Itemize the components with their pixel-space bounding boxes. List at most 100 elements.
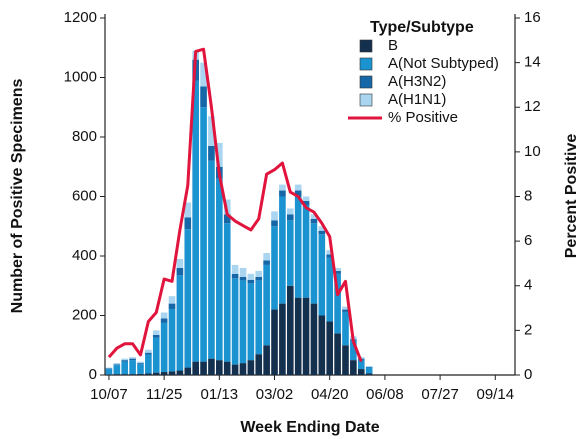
legend-swatch [359,93,373,107]
bar-segment [357,369,365,375]
bar-segment [350,340,357,361]
bar-segment [152,330,160,335]
bar-segment [121,361,129,375]
bar-segment [137,373,144,375]
bar-segment [342,345,349,375]
bar-segment [200,62,207,87]
bar-segment [152,334,160,338]
line [107,47,363,363]
bar-segment [200,107,207,362]
bar-segment [137,363,144,365]
bar-segment [334,267,341,271]
bar-segment [263,253,270,261]
bar-segment [294,297,302,375]
bar-segment [247,283,255,361]
bar-segment [310,214,318,219]
bar-segment [223,361,231,375]
bar-segment [239,280,247,364]
legend-label: A(H1N1) [388,91,446,108]
bar-segment [318,230,326,235]
bar-segment [318,234,326,316]
bar-segment [286,208,294,215]
bar-segment [294,184,302,191]
bar-segment [168,303,176,309]
bar-segment [231,264,239,274]
bar-segment [247,279,255,284]
y2-tick-label: 10 [524,143,541,160]
bar-segment [160,322,168,373]
bar-segment [342,306,349,310]
bar-segment [302,297,310,375]
bar-segment [216,178,223,361]
bar-segment [326,321,334,375]
legend-title: Type/Subtype [370,19,474,36]
bar-segment [263,345,270,375]
bar-segment [342,311,349,346]
bar-segment [255,270,263,277]
y-tick-label: 0 [89,366,97,383]
bar-segment [192,80,199,362]
bar-segment [192,361,199,375]
bar-segment [365,366,373,368]
bar-segment [310,223,318,304]
y-axis-title: Number of Positive Specimens [9,79,26,314]
bar-segment [357,359,365,370]
y-tick-label: 1200 [64,9,97,26]
x-tick-label: 11/25 [146,386,182,403]
x-tick-label: 04/20 [311,386,349,403]
bar-segment [318,226,326,231]
bar-segment [350,360,357,375]
bar-segment [239,267,247,277]
x-axis-title: Week Ending Date [240,419,379,436]
bar-segment [184,217,192,230]
bar-segment [137,361,144,364]
bar-segment [365,373,373,375]
bar-segment [176,267,184,276]
bar-segment [302,196,310,201]
y2-tick-label: 14 [524,54,541,71]
bar-segment [152,337,160,373]
bar-segment [231,278,239,365]
bar-segment [342,309,349,312]
bar-segment [176,258,184,268]
bar-segment [184,367,192,375]
bar-segment [271,211,278,221]
y2-tick-label: 8 [524,187,532,204]
bar-segment [129,374,136,375]
bar-segment [286,220,294,286]
legend-label: % Positive [388,109,458,126]
bar-segment [113,365,121,375]
bar-segment [279,184,286,191]
bar-segment [365,367,373,374]
bar-segment [145,373,152,375]
y2-tick-label: 16 [524,9,541,26]
bar-segment [310,303,318,375]
bar-segment [334,333,341,375]
bar-segment [247,360,255,375]
bar-segment [129,357,136,359]
bar-segment [176,275,184,371]
bar-segment [145,354,152,374]
bar-segment [208,160,215,359]
bar-segment [113,363,121,365]
bar-segment [208,116,215,146]
legend-swatch [359,57,373,71]
bar-segment [223,214,231,224]
bar-segment [271,309,278,375]
bar-segment [247,273,255,280]
bar-segment [152,372,160,375]
bar-segment [255,280,263,355]
bar-segment [176,370,184,375]
y2-tick-label: 12 [524,98,541,115]
y-tick-label: 1000 [64,68,97,85]
bar-segment [223,223,231,362]
bar-segment [263,264,270,346]
bar-segment [326,250,334,255]
legend-swatch [359,75,373,89]
bar-segment [255,354,263,375]
bar-segment [200,86,207,108]
bar-segment [145,349,152,353]
y2-tick-label: 0 [524,366,532,383]
bar-segment [113,374,121,375]
